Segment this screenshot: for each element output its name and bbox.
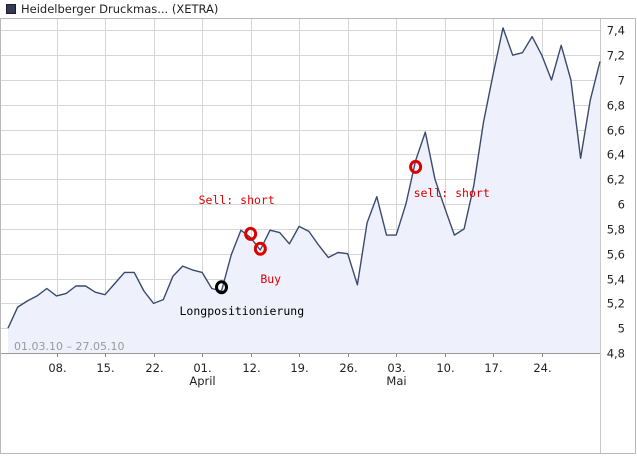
chart-title: Heidelberger Druckmas... (XETRA)	[21, 2, 219, 16]
y-tick-label: 5,4	[607, 273, 625, 287]
x-month-label: April	[189, 374, 215, 388]
x-tick-label: 08.	[48, 361, 66, 375]
x-tick-label: 24.	[533, 361, 551, 375]
date-range-label: 01.03.10 – 27.05.10	[14, 340, 124, 353]
x-tick-label: 26.	[339, 361, 357, 375]
y-tick-label: 7,4	[607, 24, 625, 38]
y-tick-label: 6,4	[607, 148, 625, 162]
series-area	[8, 27, 600, 354]
series-line	[7, 27, 601, 329]
y-tick-label: 6,8	[607, 99, 625, 113]
x-tick-label: 19.	[290, 361, 308, 375]
y-tick-label: 6	[618, 198, 625, 212]
y-tick-label: 5,2	[607, 297, 625, 311]
annotation-label: Buy	[260, 272, 281, 286]
x-tick-label: 10.	[436, 361, 454, 375]
x-tick-label: 01.	[193, 361, 211, 375]
y-tick-label: 5,8	[607, 223, 625, 237]
series-legend-square	[6, 4, 16, 14]
y-tick-label: 4,8	[607, 347, 625, 361]
annotation-label: Longpositionierung	[180, 304, 305, 318]
x-tick-label: 15.	[96, 361, 114, 375]
y-tick-label: 7	[618, 74, 625, 88]
x-month-label: Mai	[386, 374, 406, 388]
annotation-marker	[244, 226, 258, 241]
y-tick-label: 6,6	[607, 124, 625, 138]
annotation-marker	[215, 280, 229, 295]
y-tick-label: 7,2	[607, 49, 625, 63]
x-tick-label: 03.	[387, 361, 405, 375]
chart-title-row: Heidelberger Druckmas... (XETRA)	[6, 2, 218, 16]
x-tick-label: 22.	[145, 361, 163, 375]
annotation-label: sell: short	[414, 186, 490, 200]
annotation-marker	[409, 159, 423, 174]
y-tick-label: 6,2	[607, 173, 625, 187]
annotation-marker	[253, 241, 267, 256]
y-tick-label: 5,6	[607, 248, 625, 262]
x-tick-label: 17.	[484, 361, 502, 375]
annotation-label: Sell: short	[199, 193, 275, 207]
y-tick-label: 5	[618, 322, 625, 336]
x-tick-label: 12.	[242, 361, 260, 375]
